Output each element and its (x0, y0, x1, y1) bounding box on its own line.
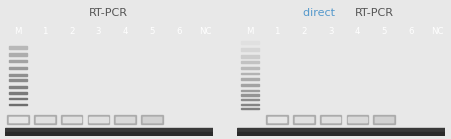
Bar (241, 48, 259, 51)
Bar (7, 115, 29, 125)
Bar (36, 117, 54, 122)
Bar (241, 90, 259, 91)
Bar (241, 108, 259, 109)
Bar (9, 80, 27, 81)
Text: 1: 1 (42, 27, 48, 36)
Text: RT-PCR: RT-PCR (354, 8, 394, 18)
Text: 4: 4 (123, 27, 128, 36)
Bar (9, 92, 27, 94)
Bar (268, 117, 286, 122)
Bar (348, 117, 367, 122)
Bar (143, 117, 161, 122)
Bar (116, 117, 134, 122)
Bar (237, 128, 445, 136)
Bar (241, 67, 259, 69)
Bar (293, 115, 315, 125)
Text: direct: direct (304, 8, 339, 18)
Bar (373, 115, 395, 125)
Bar (241, 41, 259, 44)
Text: 5: 5 (382, 27, 387, 36)
Bar (9, 60, 27, 62)
Bar (141, 115, 163, 125)
Bar (241, 55, 259, 58)
Text: 6: 6 (408, 27, 414, 36)
Bar (9, 104, 27, 105)
Bar (241, 84, 259, 86)
Bar (89, 117, 107, 122)
Bar (241, 73, 259, 75)
Bar (241, 94, 259, 96)
Text: 2: 2 (301, 27, 307, 36)
Bar (295, 117, 313, 122)
Text: NC: NC (432, 27, 444, 36)
Text: 4: 4 (355, 27, 360, 36)
Bar (115, 115, 136, 125)
Bar (241, 104, 259, 105)
Text: RT-PCR: RT-PCR (89, 8, 128, 18)
Text: M: M (247, 27, 254, 36)
Bar (320, 115, 341, 125)
Text: NC: NC (199, 27, 212, 36)
Bar (322, 117, 340, 122)
Bar (63, 117, 81, 122)
Bar (61, 115, 83, 125)
Bar (9, 86, 27, 88)
Bar (9, 46, 27, 49)
Bar (241, 78, 259, 80)
Bar (9, 74, 27, 76)
Text: 3: 3 (328, 27, 333, 36)
Text: 6: 6 (176, 27, 182, 36)
Bar (241, 61, 259, 63)
Bar (9, 67, 27, 69)
Bar (34, 115, 55, 125)
Bar (241, 99, 259, 100)
Bar (267, 115, 288, 125)
Text: 5: 5 (149, 27, 155, 36)
Bar (9, 98, 27, 99)
Bar (87, 115, 109, 125)
Bar (9, 53, 27, 56)
Text: 1: 1 (274, 27, 280, 36)
Bar (375, 117, 393, 122)
Bar (9, 117, 27, 122)
Bar (237, 132, 445, 136)
Text: 3: 3 (96, 27, 101, 36)
Bar (347, 115, 368, 125)
Bar (5, 128, 213, 136)
Bar (5, 132, 213, 136)
Text: M: M (14, 27, 22, 36)
Text: 2: 2 (69, 27, 74, 36)
